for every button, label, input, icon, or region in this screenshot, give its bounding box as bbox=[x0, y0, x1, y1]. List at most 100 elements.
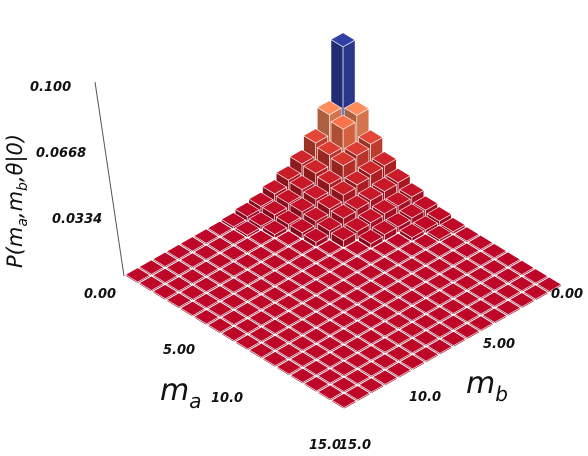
bar bbox=[330, 312, 357, 329]
bar bbox=[152, 251, 178, 269]
bar bbox=[193, 293, 220, 310]
bar bbox=[289, 351, 316, 369]
bar bbox=[234, 269, 261, 287]
bar bbox=[454, 307, 480, 324]
bar bbox=[358, 329, 384, 346]
bar bbox=[385, 329, 412, 347]
bar bbox=[303, 295, 329, 313]
bar bbox=[344, 288, 370, 306]
bar bbox=[207, 317, 233, 335]
bar bbox=[276, 343, 302, 360]
bar bbox=[372, 289, 398, 306]
bar bbox=[495, 300, 521, 317]
bar bbox=[248, 294, 274, 311]
bar bbox=[317, 384, 343, 402]
bar bbox=[276, 295, 302, 312]
bar bbox=[481, 243, 507, 260]
bar bbox=[303, 344, 330, 361]
bar bbox=[509, 260, 535, 277]
bar bbox=[207, 269, 233, 286]
bar bbox=[371, 273, 398, 290]
bar bbox=[234, 286, 261, 303]
bar bbox=[399, 322, 425, 339]
bar bbox=[413, 314, 439, 331]
bar bbox=[426, 290, 453, 307]
bar bbox=[509, 276, 535, 293]
bar bbox=[316, 239, 343, 257]
bar bbox=[344, 320, 371, 338]
bar bbox=[385, 297, 412, 315]
bar bbox=[330, 296, 357, 313]
bar bbox=[454, 323, 480, 340]
bar bbox=[317, 255, 343, 273]
bar bbox=[481, 275, 508, 293]
bar bbox=[372, 321, 398, 338]
bar bbox=[289, 238, 315, 256]
bar bbox=[386, 362, 412, 379]
bar bbox=[536, 276, 562, 294]
bar bbox=[358, 313, 384, 330]
bar bbox=[454, 291, 480, 308]
bar bbox=[276, 327, 302, 344]
bar bbox=[193, 260, 219, 278]
bar bbox=[330, 247, 357, 265]
bar bbox=[234, 302, 261, 319]
bar bbox=[440, 266, 466, 284]
bar bbox=[399, 273, 425, 291]
bar bbox=[262, 318, 288, 336]
z-tick-label: 0.00 bbox=[84, 287, 116, 302]
bar bbox=[454, 258, 480, 276]
bar bbox=[467, 234, 494, 252]
bars-layer bbox=[125, 32, 562, 410]
bar bbox=[413, 330, 439, 347]
bar bbox=[344, 369, 371, 386]
bar bbox=[358, 248, 384, 266]
bar bbox=[303, 327, 329, 345]
bar bbox=[467, 251, 494, 268]
bar bbox=[179, 268, 206, 286]
bar bbox=[193, 228, 219, 246]
bar bbox=[289, 287, 316, 304]
bar bbox=[207, 220, 233, 238]
bar bbox=[289, 255, 315, 272]
bar bbox=[289, 271, 316, 288]
bar bbox=[317, 287, 343, 305]
bar bbox=[331, 393, 357, 410]
bar bbox=[427, 322, 453, 340]
bar bbox=[193, 309, 220, 326]
bar bbox=[317, 304, 343, 321]
bar bbox=[481, 307, 508, 325]
bar bbox=[440, 282, 466, 300]
bar bbox=[344, 256, 370, 273]
bar bbox=[193, 277, 220, 294]
bar bbox=[152, 284, 178, 301]
bar bbox=[454, 226, 480, 244]
bar bbox=[275, 278, 302, 296]
bar bbox=[152, 268, 178, 285]
bar bbox=[358, 229, 384, 249]
bar bbox=[440, 314, 467, 332]
bar bbox=[317, 271, 343, 289]
bar bbox=[454, 242, 480, 260]
bar bbox=[275, 246, 302, 264]
bar bbox=[262, 220, 288, 239]
bar bbox=[468, 315, 494, 333]
bar bbox=[179, 236, 206, 253]
bar bbox=[330, 280, 357, 297]
bar bbox=[454, 274, 480, 292]
bar bbox=[262, 286, 288, 304]
bar bbox=[426, 274, 453, 291]
bar bbox=[358, 296, 384, 314]
bar bbox=[262, 351, 288, 368]
bar bbox=[358, 280, 384, 298]
bar bbox=[372, 305, 398, 322]
bar bbox=[207, 253, 233, 270]
bar bbox=[495, 251, 521, 269]
bar bbox=[358, 377, 385, 395]
bar bbox=[303, 263, 329, 280]
bar bbox=[166, 276, 192, 293]
bar bbox=[399, 354, 426, 371]
y-tick-label: 10.0 bbox=[409, 390, 441, 405]
bar bbox=[317, 320, 343, 337]
